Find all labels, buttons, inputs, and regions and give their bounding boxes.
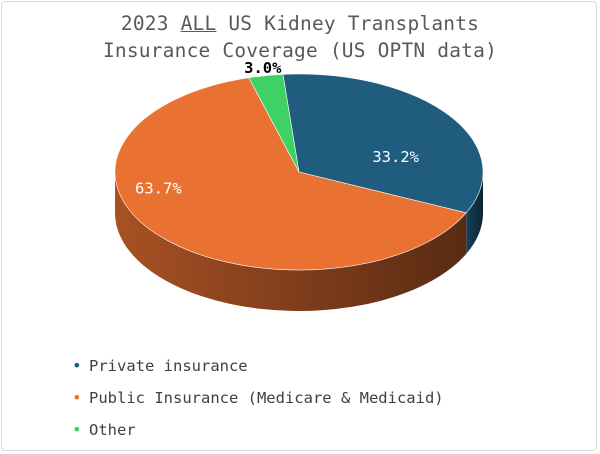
pie-side-1-0 — [115, 172, 467, 311]
legend-label-private: Private insurance — [89, 357, 248, 375]
legend-item-private: • Private insurance — [72, 355, 444, 387]
data-label-2: 3.0% — [244, 59, 282, 77]
pie-slice-0 — [282, 73, 484, 214]
legend-item-other: • Other — [72, 419, 444, 451]
legend-bullet-public: • — [72, 388, 82, 407]
legend-label-public: Public Insurance (Medicare & Medicaid) — [89, 389, 444, 407]
legend-bullet-private: • — [72, 356, 82, 375]
data-label-0: 33.2% — [372, 148, 419, 166]
legend-bullet-other: • — [72, 420, 82, 439]
legend-label-other: Other — [89, 421, 136, 439]
legend: • Private insurance • Public Insurance (Me… — [72, 355, 444, 451]
pie-side-0-0 — [466, 172, 483, 254]
title-part-all: ALL — [180, 12, 217, 35]
title-part-rest: US Kidney Transplants — [216, 12, 480, 35]
chart-title: 2023 ALL US Kidney Transplants Insurance… — [0, 10, 600, 64]
title-line-2: Insurance Coverage (US OPTN data) — [102, 39, 498, 62]
data-label-1: 63.7% — [135, 179, 182, 197]
legend-item-public: • Public Insurance (Medicare & Medicaid) — [72, 387, 444, 419]
pie-slice-2 — [248, 74, 300, 173]
title-line-1: 2023 ALL US Kidney Transplants — [0, 10, 600, 37]
title-part-year: 2023 — [120, 12, 181, 35]
pie-slice-1 — [114, 77, 467, 271]
